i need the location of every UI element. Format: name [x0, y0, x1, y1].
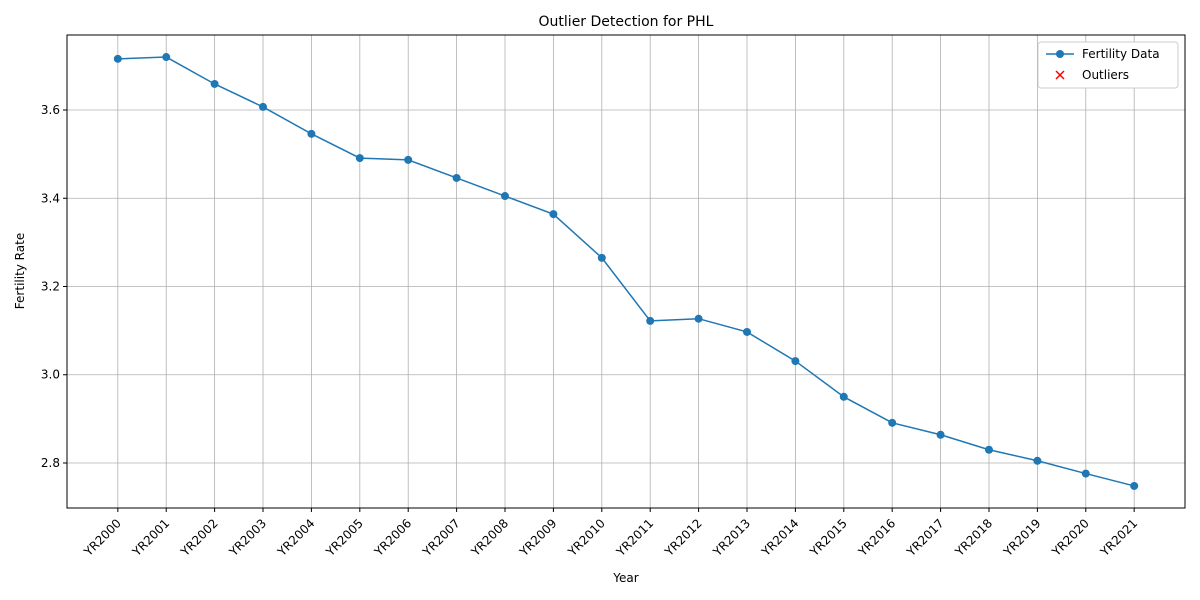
data-point — [549, 210, 558, 219]
data-point — [1033, 456, 1042, 465]
y-tick-label: 3.4 — [41, 191, 60, 205]
data-point — [742, 327, 751, 336]
x-axis-label: Year — [612, 571, 638, 585]
data-point — [162, 53, 171, 62]
legend-marker — [1055, 70, 1065, 80]
y-axis-label: Fertility Rate — [13, 233, 27, 309]
data-point — [646, 316, 655, 325]
data-point — [355, 154, 364, 163]
data-point — [307, 129, 316, 138]
data-point — [113, 54, 122, 63]
y-tick-label: 3.6 — [41, 103, 60, 117]
data-point — [210, 79, 219, 88]
data-point — [404, 155, 413, 164]
axes-frame — [66, 34, 1186, 509]
legend-label: Fertility Data — [1082, 47, 1160, 61]
y-tick-label: 3.2 — [41, 280, 60, 294]
y-tick-label: 3.0 — [41, 368, 60, 382]
data-point — [839, 392, 848, 401]
data-point — [597, 253, 606, 262]
data-point — [1130, 481, 1139, 490]
y-tick-label: 2.8 — [41, 456, 60, 470]
data-point — [936, 430, 945, 439]
legend-label: Outliers — [1082, 68, 1129, 82]
data-line — [117, 56, 1135, 487]
data-point — [501, 192, 510, 201]
data-point — [259, 102, 268, 111]
data-point — [694, 314, 703, 323]
chart-title: Outlier Detection for PHL — [539, 14, 714, 30]
data-point — [984, 445, 993, 454]
data-point — [452, 173, 461, 182]
legend-marker — [1056, 50, 1064, 58]
data-point — [888, 418, 897, 427]
data-point — [1081, 469, 1090, 478]
data-point — [791, 357, 800, 366]
